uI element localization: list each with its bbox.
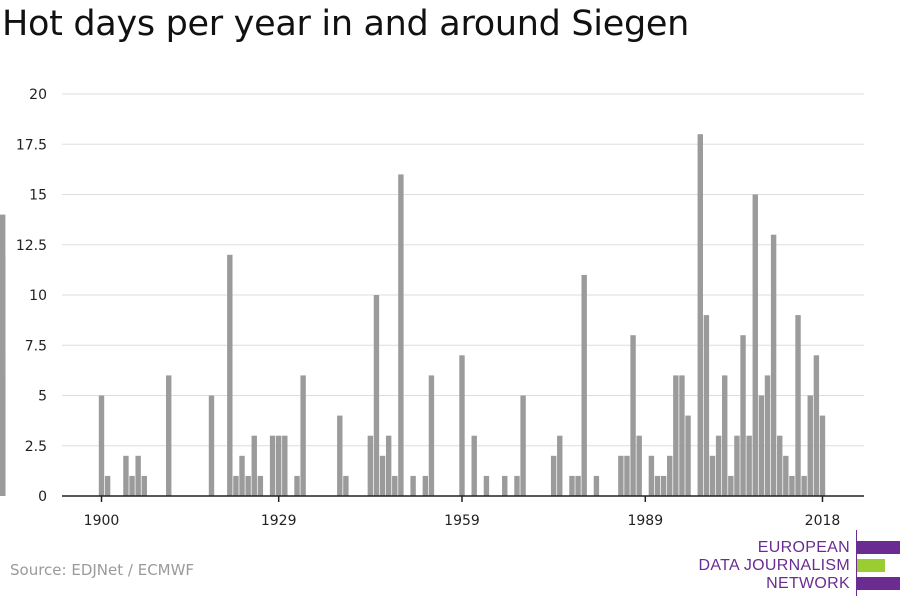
y-axis-ticks: 0 2.5 5 7.5 10 12.5 15 17.5 20 — [16, 87, 47, 505]
bar-1948 — [392, 475, 398, 496]
bar-1981 — [593, 475, 600, 496]
bar-1990 — [648, 455, 655, 496]
bar-1994 — [673, 375, 679, 496]
bar-1963 — [483, 475, 490, 496]
bar-1928 — [269, 435, 276, 496]
bar-1933 — [300, 375, 306, 496]
bar-2015 — [801, 475, 807, 496]
bar-2001 — [715, 435, 722, 496]
bar-2013 — [789, 475, 795, 496]
bar-1947 — [385, 435, 392, 496]
bar-1969 — [520, 395, 526, 496]
y-tick-label: 10 — [29, 288, 47, 304]
bar-1995 — [679, 375, 685, 496]
bar-1926 — [257, 475, 264, 496]
bar-1918 — [208, 395, 215, 496]
bar-1992 — [660, 475, 667, 496]
bar-1977 — [569, 475, 575, 496]
y-tick-label: 15 — [29, 188, 47, 204]
bar-1953 — [422, 475, 429, 496]
bar-1900 — [98, 395, 105, 496]
bar-1961 — [471, 435, 477, 496]
bar-1923 — [239, 455, 245, 496]
bar-2010 — [770, 234, 777, 496]
bar-undefined — [0, 214, 6, 496]
y-tick-label: 17.5 — [16, 137, 47, 153]
bar-2012 — [783, 455, 789, 496]
bar-2008 — [758, 395, 765, 496]
x-axis-ticks: 1900 1929 1959 1989 2018 — [84, 496, 841, 529]
bar-1930 — [282, 435, 288, 496]
bar-1922 — [233, 475, 239, 496]
bar-1944 — [367, 435, 374, 496]
bar-chart: 0 2.5 5 7.5 10 12.5 15 17.5 20 1900 1929 1959 1989 2… — [0, 87, 864, 529]
y-tick-label: 0 — [38, 489, 47, 505]
bar-1929 — [275, 435, 282, 496]
x-tick-label: 1989 — [627, 513, 663, 529]
bar-2007 — [752, 194, 758, 496]
bar-1954 — [428, 375, 435, 496]
bar-1998 — [697, 134, 703, 496]
bar-1986 — [624, 455, 630, 496]
bar-1925 — [251, 435, 257, 496]
bar-1940 — [343, 475, 349, 496]
bar-1949 — [398, 174, 404, 496]
bar-2017 — [813, 355, 820, 496]
bar-2011 — [777, 435, 783, 496]
bar-2005 — [740, 335, 746, 496]
bar-1988 — [636, 435, 642, 496]
y-tick-label: 5 — [38, 389, 47, 405]
bar-1987 — [630, 335, 636, 496]
x-tick-label: 1959 — [444, 513, 480, 529]
bar-1999 — [703, 315, 710, 496]
bar-1921 — [227, 254, 233, 496]
y-tick-label: 7.5 — [25, 338, 47, 354]
logo-line-network: NETWORK — [766, 575, 850, 592]
bar-1904 — [123, 455, 129, 496]
bar-2004 — [734, 435, 740, 496]
y-tick-label: 20 — [29, 87, 47, 103]
bar-1979 — [581, 274, 587, 496]
x-tick-label: 2018 — [805, 513, 841, 529]
bar-2006 — [746, 435, 752, 496]
bar-1901 — [104, 475, 111, 496]
bar-1911 — [166, 375, 172, 496]
bar-1978 — [575, 475, 581, 496]
bar-1959 — [459, 355, 465, 496]
bar-1985 — [618, 455, 624, 496]
bar-1966 — [502, 475, 508, 496]
bar-1932 — [294, 475, 300, 496]
y-tick-label: 2.5 — [25, 439, 47, 455]
bar-1974 — [550, 455, 557, 496]
bar-1996 — [685, 415, 691, 496]
y-tick-label: 12.5 — [16, 238, 47, 254]
bar-2002 — [722, 375, 728, 496]
bar-1905 — [129, 475, 135, 496]
bar-1906 — [135, 455, 141, 496]
logo-bar-green — [857, 559, 885, 572]
bar-1924 — [245, 475, 251, 496]
bar-1968 — [514, 475, 520, 496]
bar-1945 — [373, 295, 380, 496]
bar-1993 — [667, 455, 673, 496]
bar-2014 — [795, 315, 801, 496]
source-note: Source: EDJNet / ECMWF — [10, 561, 195, 579]
logo-line-data-journalism: DATA JOURNALISM — [698, 557, 850, 574]
bar-1907 — [141, 475, 147, 496]
chart-title: Hot days per year in and around Siegen — [2, 4, 689, 44]
bar-2016 — [807, 395, 813, 496]
bar-1951 — [410, 475, 416, 496]
logo-bar-purple-bottom — [857, 577, 900, 590]
bars — [0, 134, 826, 496]
bar-2018 — [819, 415, 826, 496]
bar-2003 — [728, 475, 734, 496]
x-tick-label: 1900 — [84, 513, 120, 529]
bar-2009 — [764, 375, 771, 496]
bar-1991 — [654, 475, 661, 496]
x-tick-label: 1929 — [261, 513, 297, 529]
bar-2000 — [709, 455, 716, 496]
bar-1975 — [557, 435, 563, 496]
bar-1946 — [379, 455, 386, 496]
bar-1939 — [337, 415, 343, 496]
